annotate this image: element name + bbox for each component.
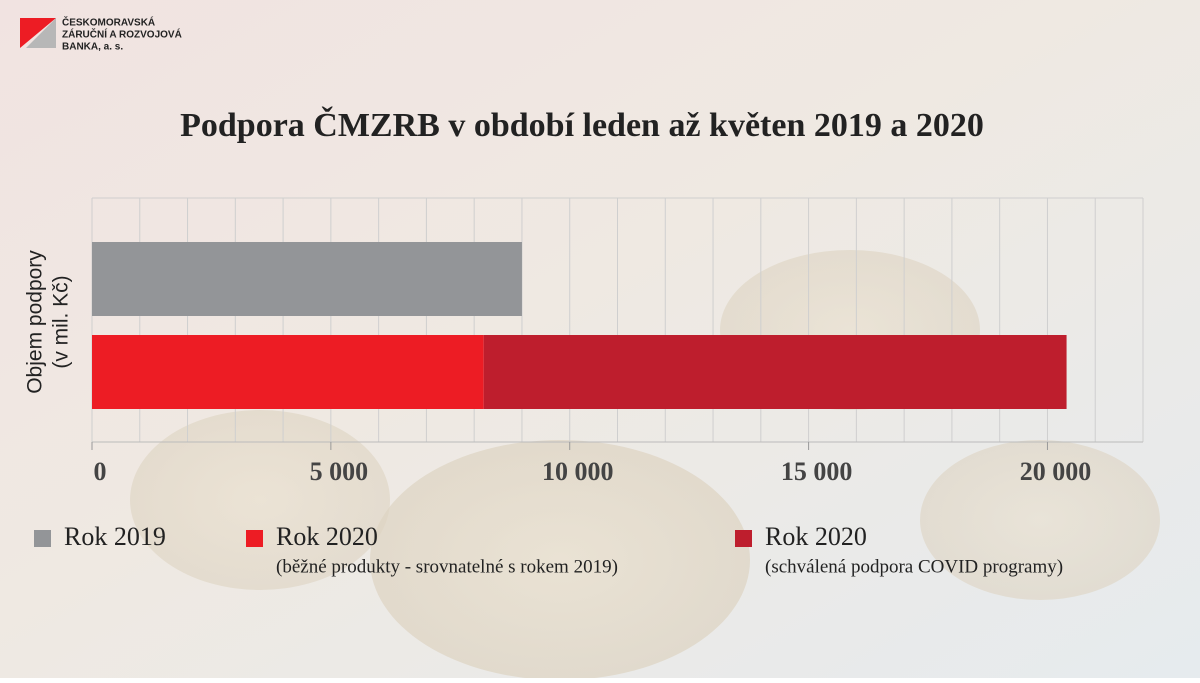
- logo-mark: [26, 18, 56, 48]
- bar: [92, 335, 484, 409]
- chart-title: Podpora ČMZRB v období leden až květen 2…: [180, 106, 984, 144]
- logo-text: ZÁRUČNÍ A ROZVOJOVÁ: [62, 28, 182, 41]
- legend-label: Rok 2020: [276, 522, 378, 551]
- y-axis-label: (v mil. Kč): [50, 275, 73, 368]
- legend-swatch: [735, 530, 752, 547]
- x-tick-label: 5 000: [310, 457, 369, 486]
- background-coin: [130, 410, 390, 590]
- legend-description: (běžné produkty - srovnatelné s rokem 20…: [276, 556, 618, 577]
- x-tick-label: 10 000: [542, 457, 614, 486]
- background-coin: [920, 440, 1160, 600]
- x-tick-label: 15 000: [781, 457, 853, 486]
- logo: ČESKOMORAVSKÁ ZÁRUČNÍ A ROZVOJOVÁ BANKA,…: [20, 16, 182, 53]
- legend-label: Rok 2020: [765, 522, 867, 551]
- legend-swatch: [246, 530, 263, 547]
- logo-text: BANKA, a. s.: [62, 42, 123, 53]
- x-tick-label: 20 000: [1020, 457, 1092, 486]
- logo-mark: [20, 18, 56, 48]
- bar: [92, 242, 522, 316]
- y-axis-label: Objem podpory: [24, 250, 47, 394]
- background-coin: [370, 440, 750, 680]
- bar: [483, 335, 1067, 409]
- legend-label: Rok 2019: [64, 522, 166, 551]
- x-tick-label: 0: [94, 457, 107, 486]
- logo-text: ČESKOMORAVSKÁ: [62, 16, 155, 29]
- legend-description: (schválená podpora COVID programy): [765, 556, 1063, 577]
- legend-swatch: [34, 530, 51, 547]
